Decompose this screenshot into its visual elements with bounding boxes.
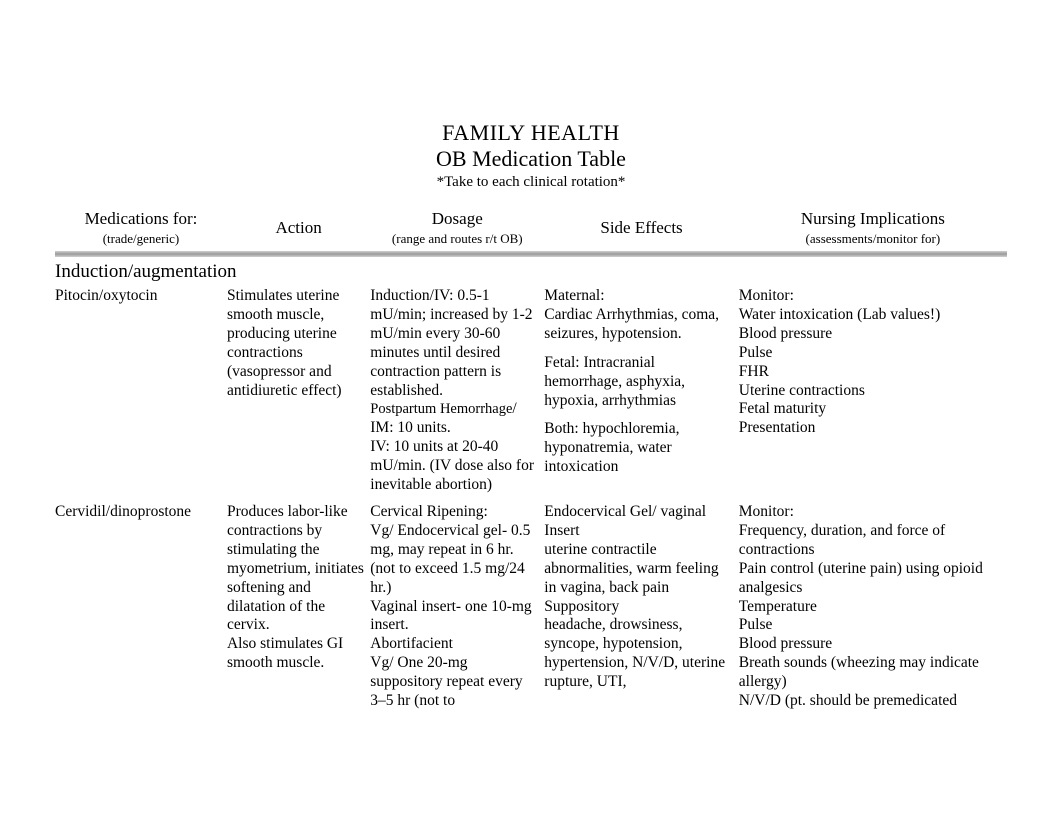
medication-table: Medications for: (trade/generic) Action … [55, 203, 1007, 717]
table-row: Pitocin/oxytocin Stimulates uterine smoo… [55, 285, 1007, 501]
side-fetal: Fetal: Intracranial hemorrhage, asphyxia… [544, 354, 732, 411]
cell-dosage: Induction/IV: 0.5-1 mU/min; increased by… [370, 285, 544, 501]
cell-nursing: Monitor: Water intoxication (Lab values!… [739, 285, 1007, 501]
col-header-label: Side Effects [600, 218, 682, 237]
table-header-row: Medications for: (trade/generic) Action … [55, 203, 1007, 251]
dosage-iv: IV: 10 units at 20-40 mU/min. (IV dose a… [370, 438, 538, 495]
dosage-pp-label: Postpartum Hemorrhage [370, 401, 512, 417]
subtitle: *Take to each clinical rotation* [55, 174, 1007, 191]
cell-side-effects: Endocervical Gel/ vaginal Insert uterine… [544, 501, 738, 717]
nurse-item: N/V/D (pt. should be premedicated [739, 692, 1001, 711]
nurse-item: Blood pressure [739, 325, 1001, 344]
side-maternal: Cardiac Arrhythmias, coma, seizures, hyp… [544, 306, 732, 344]
col-header-label: Nursing Implications [801, 209, 945, 228]
title-line-2: OB Medication Table [55, 146, 1007, 172]
side-h2: Suppository [544, 598, 732, 617]
side-maternal-h: Maternal: [544, 287, 732, 306]
nurse-item: Temperature [739, 598, 1001, 617]
side-p1: uterine contractile abnormalities, warm … [544, 541, 732, 598]
title-line-1: FAMILY HEALTH [55, 120, 1007, 146]
cell-side-effects: Maternal: Cardiac Arrhythmias, coma, sei… [544, 285, 738, 501]
col-header-sub: (range and routes r/t OB) [374, 231, 540, 247]
nurse-item: Breath sounds (wheezing may indicate all… [739, 654, 1001, 692]
col-header-sub: (assessments/monitor for) [743, 231, 1003, 247]
action-p2: Also stimulates GI smooth muscle. [227, 635, 364, 673]
cell-action: Stimulates uterine smooth muscle, produc… [227, 285, 370, 501]
nurse-item: Pulse [739, 344, 1001, 363]
col-header-label: Action [275, 218, 321, 237]
nurse-item: FHR [739, 363, 1001, 382]
col-header-label: Medications for: [85, 209, 198, 228]
nurse-item: Fetal maturity [739, 400, 1001, 419]
col-header-nursing: Nursing Implications (assessments/monito… [739, 203, 1007, 251]
nurse-item: Pulse [739, 616, 1001, 635]
dosage-induction: Induction/IV: 0.5-1 mU/min; increased by… [370, 287, 538, 400]
document-page: FAMILY HEALTH OB Medication Table *Take … [0, 0, 1062, 717]
col-header-sub: (trade/generic) [59, 231, 223, 247]
cell-medication: Cervidil/dinoprostone [55, 501, 227, 717]
nurse-monitor-h: Monitor: [739, 503, 1001, 522]
dosage-p3: Vg/ One 20-mg suppository repeat every 3… [370, 654, 538, 711]
col-header-side-effects: Side Effects [544, 203, 738, 251]
dosage-postpartum: Postpartum Hemorrhage/ IM: 10 units. [370, 400, 538, 438]
action-p1: Produces labor-like contractions by stim… [227, 503, 364, 635]
nurse-monitor-h: Monitor: [739, 287, 1001, 306]
section-title: Induction/augmentation [55, 257, 1007, 285]
dosage-h2: Abortifacient [370, 635, 538, 654]
table-row: Cervidil/dinoprostone Produces labor-lik… [55, 501, 1007, 717]
nurse-item: Pain control (uterine pain) using opioid… [739, 560, 1001, 598]
cell-nursing: Monitor: Frequency, duration, and force … [739, 501, 1007, 717]
cell-action: Produces labor-like contractions by stim… [227, 501, 370, 717]
cell-medication: Pitocin/oxytocin [55, 285, 227, 501]
cell-dosage: Cervical Ripening: Vg/ Endocervical gel-… [370, 501, 544, 717]
dosage-h1: Cervical Ripening: [370, 503, 538, 522]
side-p2: headache, drowsiness, syncope, hypotensi… [544, 616, 732, 692]
nurse-item: Water intoxication (Lab values!) [739, 306, 1001, 325]
section-row: Induction/augmentation [55, 257, 1007, 285]
dosage-p1: Vg/ Endocervical gel- 0.5 mg, may repeat… [370, 522, 538, 598]
nurse-item: Frequency, duration, and force of contra… [739, 522, 1001, 560]
col-header-dosage: Dosage (range and routes r/t OB) [370, 203, 544, 251]
col-header-action: Action [227, 203, 370, 251]
dosage-p2: Vaginal insert- one 10-mg insert. [370, 598, 538, 636]
nurse-item: Presentation [739, 419, 1001, 438]
side-both: Both: hypochloremia, hyponatremia, water… [544, 420, 732, 477]
side-h1: Endocervical Gel/ vaginal Insert [544, 503, 732, 541]
col-header-label: Dosage [432, 209, 483, 228]
nurse-item: Blood pressure [739, 635, 1001, 654]
col-header-medications: Medications for: (trade/generic) [55, 203, 227, 251]
document-header: FAMILY HEALTH OB Medication Table *Take … [55, 120, 1007, 191]
nurse-item: Uterine contractions [739, 382, 1001, 401]
